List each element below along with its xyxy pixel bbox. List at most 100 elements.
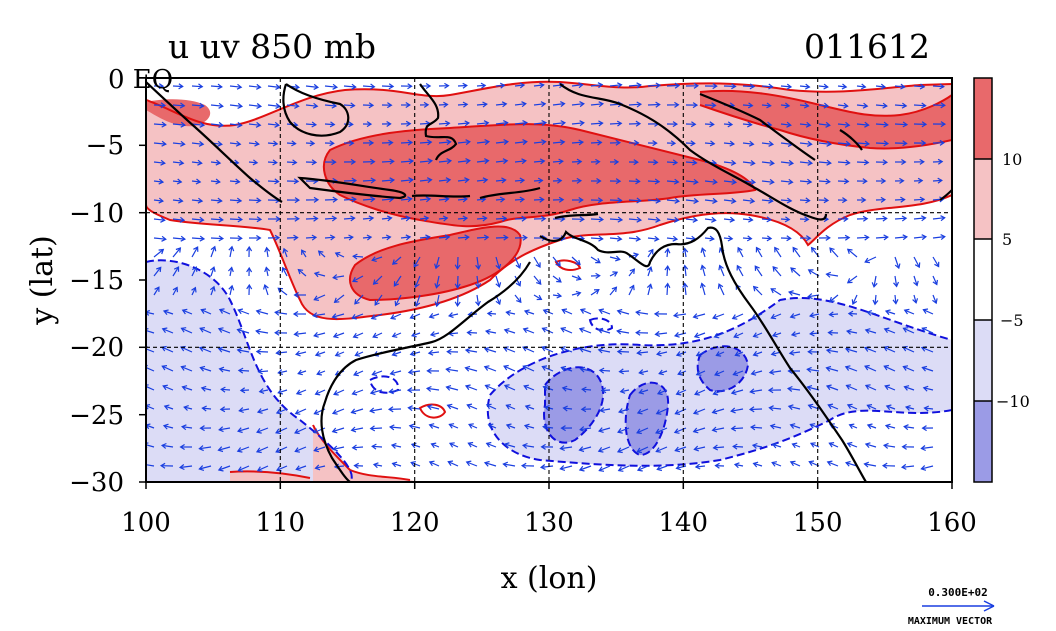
- wind-vector: [449, 442, 459, 448]
- wind-vector-head: [520, 462, 527, 469]
- wind-vector: [373, 463, 383, 467]
- x-axis-label: x (lon): [501, 561, 598, 596]
- wind-vector-head: [311, 121, 318, 128]
- wind-vector-head: [218, 308, 225, 314]
- wind-vector: [541, 465, 554, 468]
- wind-vector-head: [804, 83, 811, 90]
- wind-vector: [201, 387, 212, 391]
- wind-vector: [266, 247, 269, 258]
- wind-vector: [913, 236, 926, 239]
- wind-vector-head: [866, 310, 873, 316]
- wind-vector-head: [558, 196, 565, 203]
- wind-vector: [847, 442, 858, 448]
- wind-vector-head: [695, 370, 702, 376]
- wind-vector: [449, 332, 459, 335]
- wind-vector: [884, 385, 896, 391]
- wind-vector-head: [293, 178, 300, 185]
- colorbar-swatch-strong-positive: [974, 78, 992, 159]
- wind-vector: [172, 180, 182, 183]
- wind-vector-head: [448, 423, 455, 429]
- wind-vector: [265, 267, 269, 277]
- wind-vector: [704, 142, 715, 145]
- wind-vector: [210, 237, 223, 240]
- wind-vector: [419, 141, 432, 144]
- wind-vector: [719, 265, 725, 277]
- wind-vector-head: [789, 460, 796, 467]
- wind-vector: [438, 217, 448, 220]
- wind-vector-head: [368, 139, 375, 146]
- wind-vector: [146, 444, 155, 448]
- wind-vector-head: [917, 177, 924, 184]
- wind-vector-head: [788, 159, 795, 166]
- wind-vector: [666, 248, 669, 258]
- wind-vector-head: [692, 409, 699, 415]
- wind-vector-head: [921, 365, 928, 372]
- wind-vector-head: [218, 121, 224, 128]
- wind-vector-head: [313, 196, 320, 203]
- wind-vector-head: [790, 267, 796, 273]
- wind-vector: [609, 84, 622, 87]
- wind-vector-head: [672, 235, 679, 242]
- wind-vector: [172, 199, 183, 202]
- wind-vector-head: [454, 283, 461, 290]
- wind-vector: [495, 179, 506, 182]
- wind-vector: [628, 285, 635, 296]
- wind-vector: [523, 365, 535, 372]
- wind-vector-head: [499, 82, 506, 89]
- wind-vector: [590, 103, 603, 106]
- wind-vector: [571, 275, 582, 280]
- wind-vector: [657, 389, 668, 395]
- wind-vector: [276, 351, 288, 354]
- wind-vector-head: [940, 215, 946, 222]
- wind-vector: [542, 327, 554, 334]
- wind-vector: [733, 332, 744, 338]
- wind-vector-head: [501, 177, 507, 184]
- wind-vector: [628, 268, 635, 277]
- wind-vector-head: [829, 296, 835, 303]
- wind-vector-head: [807, 293, 813, 300]
- wind-vector: [313, 313, 326, 317]
- wind-vector-head: [675, 389, 682, 396]
- wind-vector: [693, 313, 706, 318]
- wind-vector: [884, 365, 896, 372]
- wind-vector: [792, 247, 801, 258]
- wind-vector-head: [848, 423, 855, 430]
- wind-vector: [790, 267, 801, 277]
- colorbar: 10 5 −5 −10: [973, 77, 1030, 483]
- wind-vector-head: [845, 460, 851, 467]
- wind-vector: [598, 349, 611, 353]
- coast-timor: [554, 212, 599, 220]
- wind-vector-head: [646, 266, 653, 272]
- wind-vector-head: [465, 158, 471, 165]
- wind-vector: [826, 273, 839, 277]
- wind-vector-head: [718, 264, 724, 271]
- wind-vector: [162, 365, 174, 372]
- wind-vector-head: [462, 215, 469, 222]
- wind-vector-head: [146, 384, 149, 390]
- wind-vector: [180, 346, 193, 353]
- wind-vector: [172, 287, 178, 296]
- wind-vector: [191, 161, 202, 164]
- wind-vector: [867, 311, 877, 315]
- wind-vector-head: [426, 139, 433, 146]
- wind-vector: [826, 367, 839, 372]
- wind-vector: [563, 407, 573, 410]
- wind-vector-head: [770, 350, 777, 357]
- wind-vector: [191, 85, 203, 88]
- wind-vector-head: [596, 177, 602, 185]
- wind-vector: [656, 351, 668, 355]
- wind-vector: [381, 198, 394, 201]
- wind-vector-head: [235, 178, 241, 185]
- wind-vector: [438, 198, 449, 201]
- wind-vector-head: [523, 423, 530, 430]
- wind-vector-head: [682, 282, 689, 288]
- wind-vector-head: [770, 313, 777, 320]
- wind-vector-head: [692, 216, 699, 223]
- wind-vector-head: [483, 234, 490, 241]
- wind-vector: [429, 461, 440, 467]
- vector-legend: 0.300E+02 MAXIMUM VECTOR: [908, 586, 995, 627]
- wind-vector-head: [215, 178, 221, 185]
- wind-vector: [191, 218, 204, 221]
- wind-vector-head: [617, 82, 623, 89]
- wind-vector: [792, 443, 801, 448]
